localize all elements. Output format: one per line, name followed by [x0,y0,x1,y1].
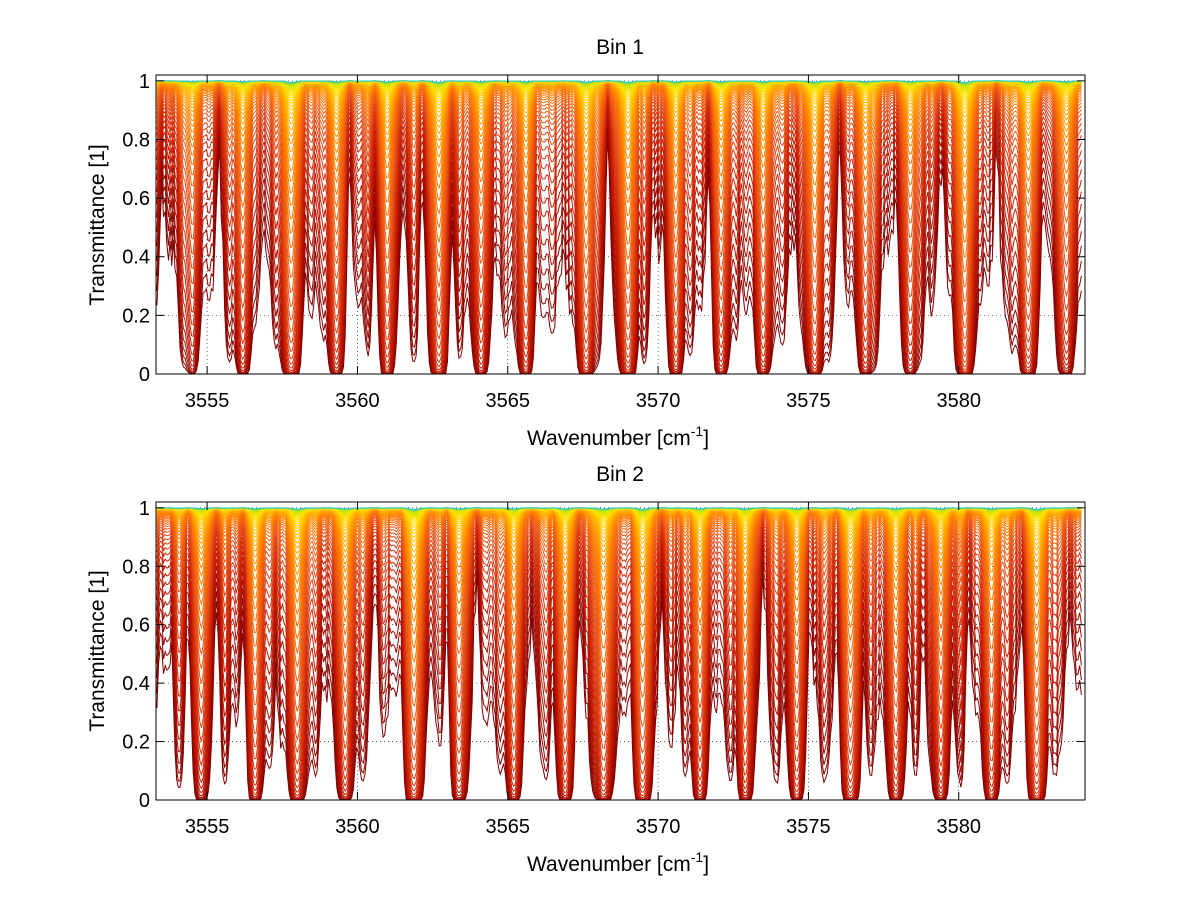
x-tick-label: 3570 [636,390,681,412]
x-tick-label: 3575 [786,816,831,838]
y-tick-label: 0.4 [122,247,150,269]
spectrum-line [156,80,1082,83]
x-axis-label-bin-2: Wavenumber [cm-1] [527,849,709,876]
spectrum-line [156,517,1082,780]
spectrum-line [156,135,1082,375]
y-tick-label: 0.2 [122,305,150,327]
x-tick-label: 3580 [936,816,981,838]
y-tick-label: 0 [139,790,150,812]
spectrum-line [156,123,1082,375]
spectrum-line [156,99,1082,374]
spectrum-line [156,515,1082,772]
spectrum-line [156,509,1082,664]
y-tick-label: 0.4 [122,673,150,695]
spectrum-line [156,95,1082,373]
y-ticks-bin-2: 0 0.2 0.4 0.6 0.8 1 [122,498,1085,812]
spectrum-line [156,105,1082,375]
axes-frame-bin-1 [155,74,1086,375]
x-tick-label: 3565 [486,816,531,838]
y-tick-label: 1 [139,71,150,93]
spectrum-line [156,536,1082,801]
spectrum-line [156,109,1082,375]
x-tick-label: 3575 [786,390,831,412]
axes-frame-bin-2 [155,501,1086,801]
series-group-bin-2 [156,507,1082,801]
x-tick-label: 3555 [185,390,230,412]
spectrum-line [156,510,1082,708]
y-tick-label: 1 [139,498,150,520]
y-tick-label: 0.8 [122,556,150,578]
spectrum-line [156,93,1082,371]
spectrum-line [156,527,1082,800]
spectrum-line [156,524,1082,798]
y-axis-label-bin-1: Transmittance [1] [86,144,109,305]
x-ticks-bin-1: 3555 3560 3565 3570 3575 3580 [185,75,981,412]
y-tick-label: 0.6 [122,188,150,210]
spectrum-line [156,91,1082,368]
spectrum-line [156,508,1082,611]
spectrum-line [156,509,1082,649]
spectrum-line [156,545,1082,801]
spectrum-line [156,550,1082,801]
y-tick-label: 0.8 [122,129,150,151]
spectrum-line [156,511,1082,723]
spectrum-line [156,90,1082,363]
spectrum-line [156,507,1082,510]
spectrum-line [156,508,1082,623]
spectrum-line [156,556,1082,801]
spectrum-line [156,113,1082,375]
spectrum-line [156,522,1082,796]
spectrum-line [156,530,1082,800]
spectrum-line [156,508,1082,600]
spectrum-line [156,541,1082,801]
y-tick-label: 0.2 [122,732,150,754]
spectrum-line [156,102,1082,375]
x-tick-label: 3565 [486,390,531,412]
y-ticks-bin-1: 0 0.2 0.4 0.6 0.8 1 [122,71,1085,386]
y-tick-label: 0 [139,364,150,386]
spectrum-line [156,508,1082,581]
spectrum-line [156,128,1082,375]
spectrum-line [156,514,1082,761]
series-group-bin-1 [156,80,1082,375]
spectrum-line [156,563,1082,801]
y-tick-label: 0.6 [122,615,150,637]
spectrum-line [156,97,1082,374]
x-tick-label: 3560 [335,816,380,838]
x-ticks-bin-2: 3555 3560 3565 3570 3575 3580 [185,502,981,838]
spectrum-line [156,533,1082,801]
spectrum-line [156,85,1082,340]
y-axis-label-bin-2: Transmittance [1] [86,570,109,731]
panel-bin-2: Bin 2 3555 3560 3565 3570 3575 3580 0 0.2 0.4 0.… [86,463,1086,876]
x-tick-label: 3580 [936,390,981,412]
chart-title-bin-2: Bin 2 [596,463,644,486]
spectrum-line [156,88,1082,349]
spectrum-line [156,510,1082,693]
spectrum-line [156,510,1082,678]
spectrum-line [156,570,1082,801]
x-tick-label: 3570 [636,816,681,838]
x-tick-label: 3555 [185,816,230,838]
x-axis-label-bin-1: Wavenumber [cm-1] [527,423,709,450]
spectrum-line [156,509,1082,636]
x-tick-label: 3560 [335,390,380,412]
spectrum-line [156,519,1082,787]
spectrum-line [156,89,1082,357]
spectrum-line [156,512,1082,750]
panel-bin-1: Bin 1 3555 3560 3565 3570 3575 3580 0 0.2 0.4 0.… [86,36,1086,450]
spectrum-line [156,520,1082,792]
spectrum-line [156,118,1082,375]
spectrum-line [156,511,1082,737]
chart-title-bin-1: Bin 1 [596,36,644,59]
